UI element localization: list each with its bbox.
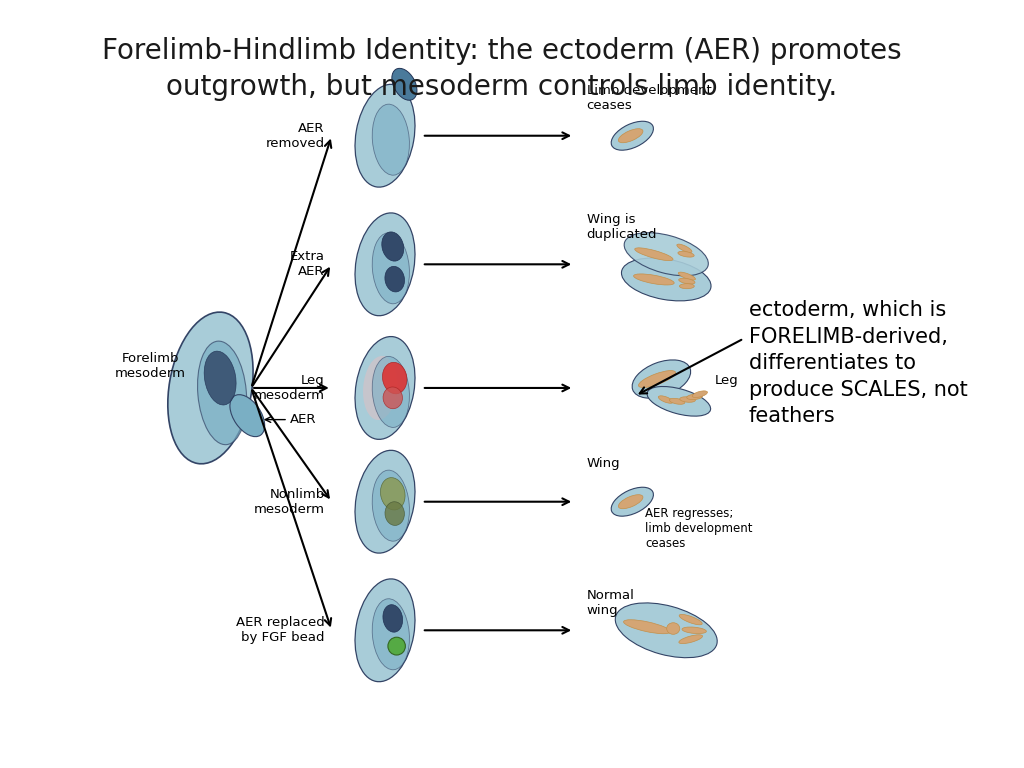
Ellipse shape xyxy=(682,627,707,634)
Ellipse shape xyxy=(618,129,643,143)
Ellipse shape xyxy=(678,272,695,280)
Ellipse shape xyxy=(385,502,404,525)
Ellipse shape xyxy=(679,614,702,625)
Text: Forelimb
mesoderm: Forelimb mesoderm xyxy=(115,353,185,380)
Ellipse shape xyxy=(198,341,247,445)
Ellipse shape xyxy=(679,635,702,644)
Text: Forelimb-Hindlimb Identity: the ectoderm (AER) promotes
outgrowth, but mesoderm : Forelimb-Hindlimb Identity: the ectoderm… xyxy=(101,37,901,101)
Ellipse shape xyxy=(634,274,674,285)
Ellipse shape xyxy=(680,397,695,402)
Ellipse shape xyxy=(382,232,403,261)
Ellipse shape xyxy=(615,603,717,657)
Ellipse shape xyxy=(381,478,406,510)
Ellipse shape xyxy=(383,387,402,409)
Ellipse shape xyxy=(355,450,415,553)
Text: AER regresses;
limb development
ceases: AER regresses; limb development ceases xyxy=(645,507,753,550)
Ellipse shape xyxy=(678,251,694,257)
Text: Nonlimb
mesoderm: Nonlimb mesoderm xyxy=(254,488,325,515)
Ellipse shape xyxy=(364,356,397,420)
Ellipse shape xyxy=(622,258,711,301)
Ellipse shape xyxy=(677,244,692,253)
Ellipse shape xyxy=(679,278,695,284)
Text: ectoderm, which is
FORELIMB-derived,
differentiates to
produce SCALES, not
feath: ectoderm, which is FORELIMB-derived, dif… xyxy=(749,300,968,426)
Ellipse shape xyxy=(372,599,410,670)
Ellipse shape xyxy=(385,266,404,292)
Ellipse shape xyxy=(382,362,407,394)
Ellipse shape xyxy=(625,233,709,276)
Ellipse shape xyxy=(687,394,702,399)
Ellipse shape xyxy=(372,470,410,541)
Ellipse shape xyxy=(383,604,402,632)
Text: Leg: Leg xyxy=(715,373,738,386)
Ellipse shape xyxy=(670,399,685,404)
Text: AER replaced
by FGF bead: AER replaced by FGF bead xyxy=(237,616,325,644)
Text: Extra
AER: Extra AER xyxy=(290,250,325,278)
Ellipse shape xyxy=(388,637,406,655)
Ellipse shape xyxy=(635,248,673,260)
Ellipse shape xyxy=(632,360,690,398)
Ellipse shape xyxy=(611,487,653,516)
Ellipse shape xyxy=(372,356,410,428)
Text: AER: AER xyxy=(290,413,316,426)
Text: Limb development
ceases: Limb development ceases xyxy=(587,84,712,112)
Text: AER
removed: AER removed xyxy=(266,121,325,150)
Ellipse shape xyxy=(658,396,673,403)
Ellipse shape xyxy=(355,336,415,439)
Ellipse shape xyxy=(392,68,417,101)
Ellipse shape xyxy=(611,121,653,151)
Ellipse shape xyxy=(168,312,253,464)
Ellipse shape xyxy=(204,351,237,405)
Ellipse shape xyxy=(624,620,671,634)
Text: Leg
mesoderm: Leg mesoderm xyxy=(254,374,325,402)
Ellipse shape xyxy=(667,623,680,634)
Text: Normal
wing: Normal wing xyxy=(587,589,635,617)
Ellipse shape xyxy=(230,395,264,437)
Ellipse shape xyxy=(372,233,410,304)
Text: Wing is
duplicated: Wing is duplicated xyxy=(587,213,657,241)
Ellipse shape xyxy=(355,84,415,187)
Ellipse shape xyxy=(680,283,694,289)
Ellipse shape xyxy=(692,391,708,398)
Ellipse shape xyxy=(639,371,676,388)
Ellipse shape xyxy=(618,495,643,508)
Ellipse shape xyxy=(372,104,410,175)
Ellipse shape xyxy=(355,213,415,316)
Text: Wing: Wing xyxy=(587,457,621,470)
Ellipse shape xyxy=(355,579,415,682)
Ellipse shape xyxy=(647,386,711,416)
